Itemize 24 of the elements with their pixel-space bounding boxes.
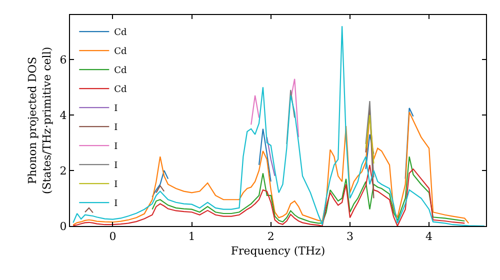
x-axis-title: Frequency (THz)	[230, 244, 326, 258]
line-series	[72, 26, 485, 226]
x-tick-label: 4	[426, 230, 433, 244]
x-tick-label: 3	[346, 230, 354, 244]
legend-label: Cd	[114, 85, 128, 96]
y-axis-title: Phonon projected DOS (States/THz·primitive cell)	[26, 46, 54, 194]
legend-label: I	[114, 142, 118, 152]
legend-label: Cd	[114, 28, 128, 38]
legend-label: I	[114, 104, 118, 114]
legend-label: I	[114, 199, 118, 210]
line-series	[72, 112, 470, 226]
legend-label: I	[114, 123, 118, 134]
x-tick-label: 0	[109, 230, 116, 244]
legend-label: Cd	[114, 66, 128, 76]
legend-label: I	[114, 161, 118, 172]
line-series	[152, 156, 466, 224]
y-tick-label: 6	[60, 53, 67, 66]
x-tick-label: 1	[188, 230, 196, 244]
x-tick-label: 2	[267, 230, 274, 244]
legend-label: I	[114, 180, 118, 190]
legend-label: Cd	[114, 47, 128, 58]
y-tick-label: 2	[60, 164, 67, 178]
y-tick-label: 4	[60, 108, 67, 122]
y-tick-label: 0	[60, 220, 67, 233]
